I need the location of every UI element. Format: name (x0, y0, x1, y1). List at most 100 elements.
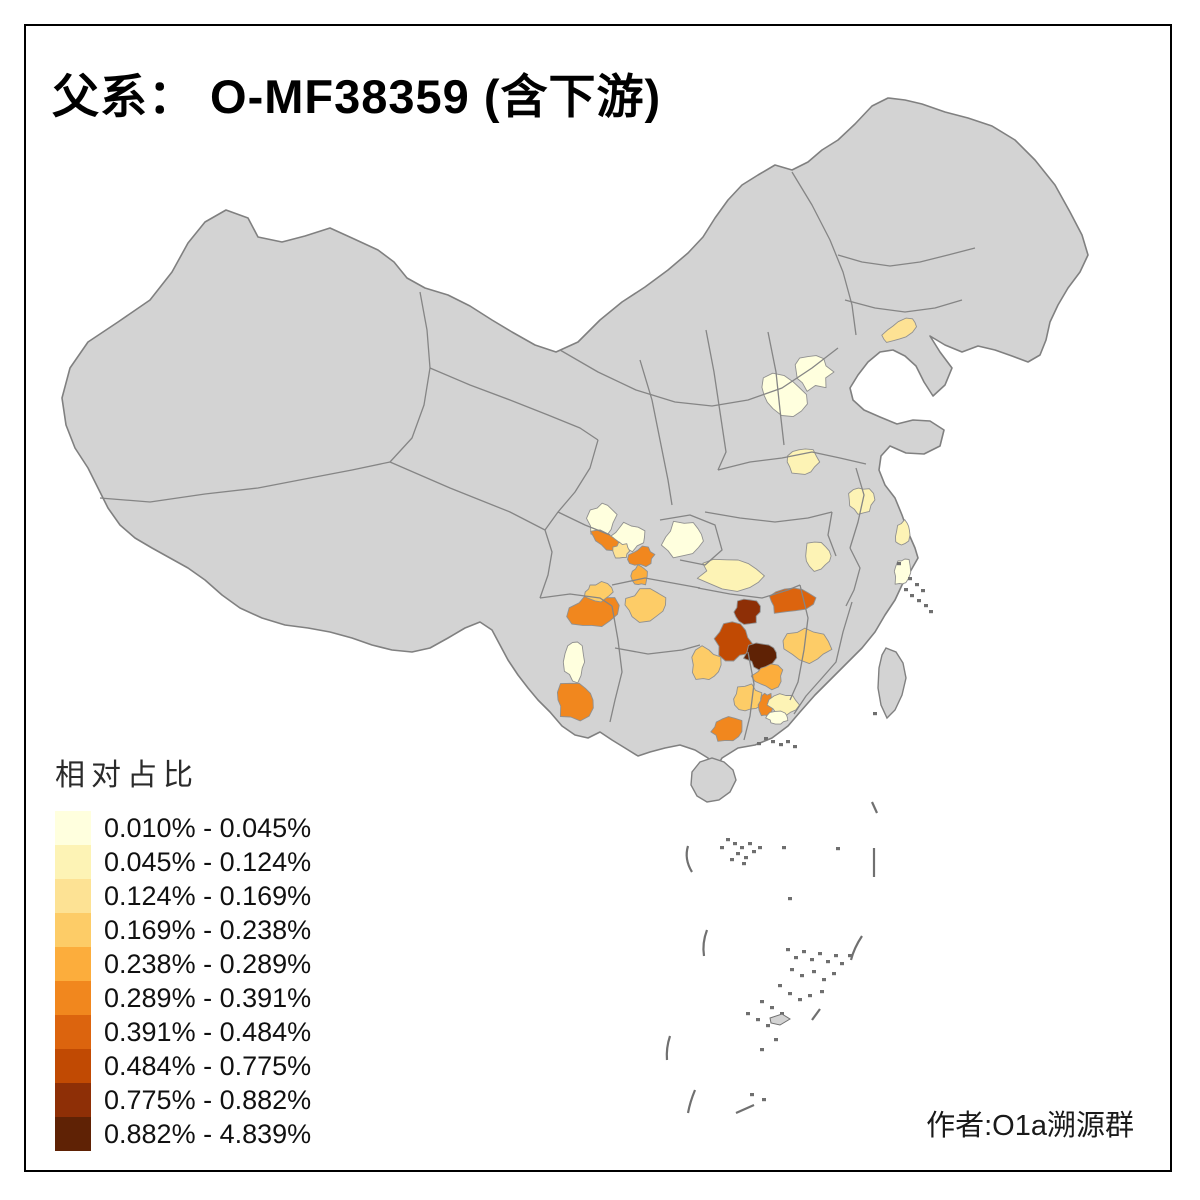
legend-item: 0.775% - 0.882% (55, 1083, 311, 1117)
island-speck (897, 562, 901, 566)
island-speck (836, 847, 840, 851)
island-speck (744, 856, 748, 860)
legend-swatch (55, 811, 91, 845)
map-region (713, 621, 755, 662)
legend-swatch (55, 1117, 91, 1151)
sea-boundary-dash (685, 845, 693, 873)
island-speck (742, 862, 746, 866)
map-region (766, 693, 800, 719)
legend-swatch (55, 1083, 91, 1117)
province-border (844, 299, 963, 313)
map-region (881, 317, 917, 343)
province-border (791, 171, 857, 336)
island-speck (904, 588, 908, 592)
sea-boundary-dash (849, 935, 863, 961)
island-speck (762, 1098, 766, 1102)
island-speck (757, 742, 761, 746)
province-border (705, 329, 727, 471)
island-speck (733, 842, 737, 846)
island-speck (750, 1093, 754, 1097)
island-speck (917, 599, 921, 603)
island-speck (908, 577, 912, 581)
island-speck (778, 984, 782, 988)
map-region (556, 682, 594, 722)
sea-boundary-dash (702, 929, 709, 957)
sea-boundary-dash (811, 1008, 821, 1021)
legend-swatch (55, 1015, 91, 1049)
island-speck (770, 1006, 774, 1010)
map-region (765, 710, 789, 725)
island-speck (782, 846, 786, 850)
island-speck (788, 897, 792, 901)
island-speck (730, 858, 734, 862)
map-region (794, 355, 835, 392)
map-region (848, 487, 876, 515)
island-speck (800, 974, 804, 978)
island-speck (740, 846, 744, 850)
map-region (660, 520, 704, 559)
province-border (827, 511, 837, 557)
legend-item: 0.391% - 0.484% (55, 1015, 311, 1049)
island-speck (771, 740, 775, 744)
map-region (691, 645, 722, 681)
province-border (767, 331, 785, 446)
island-speck (794, 956, 798, 960)
province-border (793, 601, 853, 715)
legend-label: 0.882% - 4.839% (104, 1118, 312, 1149)
island-speck (720, 846, 724, 850)
legend-label: 0.124% - 0.169% (104, 880, 312, 911)
island-speck (769, 1013, 791, 1026)
province-border (639, 359, 673, 506)
map-region (624, 588, 667, 623)
island-speck (756, 1018, 760, 1022)
province-border (539, 593, 613, 607)
map-region (750, 663, 784, 691)
province-border (845, 547, 861, 607)
legend-item: 0.484% - 0.775% (55, 1049, 311, 1083)
legend-item: 0.169% - 0.238% (55, 913, 311, 947)
map-region (761, 372, 808, 418)
legend-swatch (55, 879, 91, 913)
island-speck (810, 958, 814, 962)
map-region (782, 627, 833, 665)
island-speck (790, 968, 794, 972)
legend-swatch (55, 845, 91, 879)
island-speck (764, 737, 768, 741)
map-region (627, 545, 656, 568)
sea-boundary-dash (686, 1089, 697, 1114)
hainan-island (690, 757, 737, 803)
island-speck (786, 740, 790, 744)
map-region (769, 587, 817, 614)
sea-boundary-dash (735, 1103, 755, 1115)
island-speck (758, 846, 762, 850)
sea-boundary-dash (870, 801, 879, 814)
legend-label: 0.289% - 0.391% (104, 982, 312, 1013)
map-region (733, 598, 761, 625)
island-speck (910, 594, 914, 598)
map-region (733, 683, 763, 712)
island-speck (915, 583, 919, 587)
map-region (562, 641, 586, 684)
island-speck (834, 954, 838, 958)
island-speck (726, 838, 730, 842)
island-speck (788, 992, 792, 996)
province-border (99, 461, 391, 503)
island-speck (848, 954, 852, 958)
island-speck (826, 960, 830, 964)
mainland-landmass (61, 97, 1089, 771)
page-title: 父系： O-MF38359 (含下游) (52, 70, 662, 123)
legend-swatch (55, 1049, 91, 1083)
legend-item: 0.289% - 0.391% (55, 981, 311, 1015)
attribution-text: 作者:O1a溯源群 (926, 1110, 1134, 1142)
map-region (893, 558, 912, 585)
legend-label: 0.391% - 0.484% (104, 1016, 312, 1047)
legend-item: 0.124% - 0.169% (55, 879, 311, 913)
island-speck (779, 743, 783, 747)
island-speck (822, 978, 826, 982)
island-speck (786, 948, 790, 952)
island-speck (929, 610, 933, 614)
island-speck (818, 952, 822, 956)
map-region (710, 716, 743, 742)
legend-label: 0.775% - 0.882% (104, 1084, 312, 1115)
